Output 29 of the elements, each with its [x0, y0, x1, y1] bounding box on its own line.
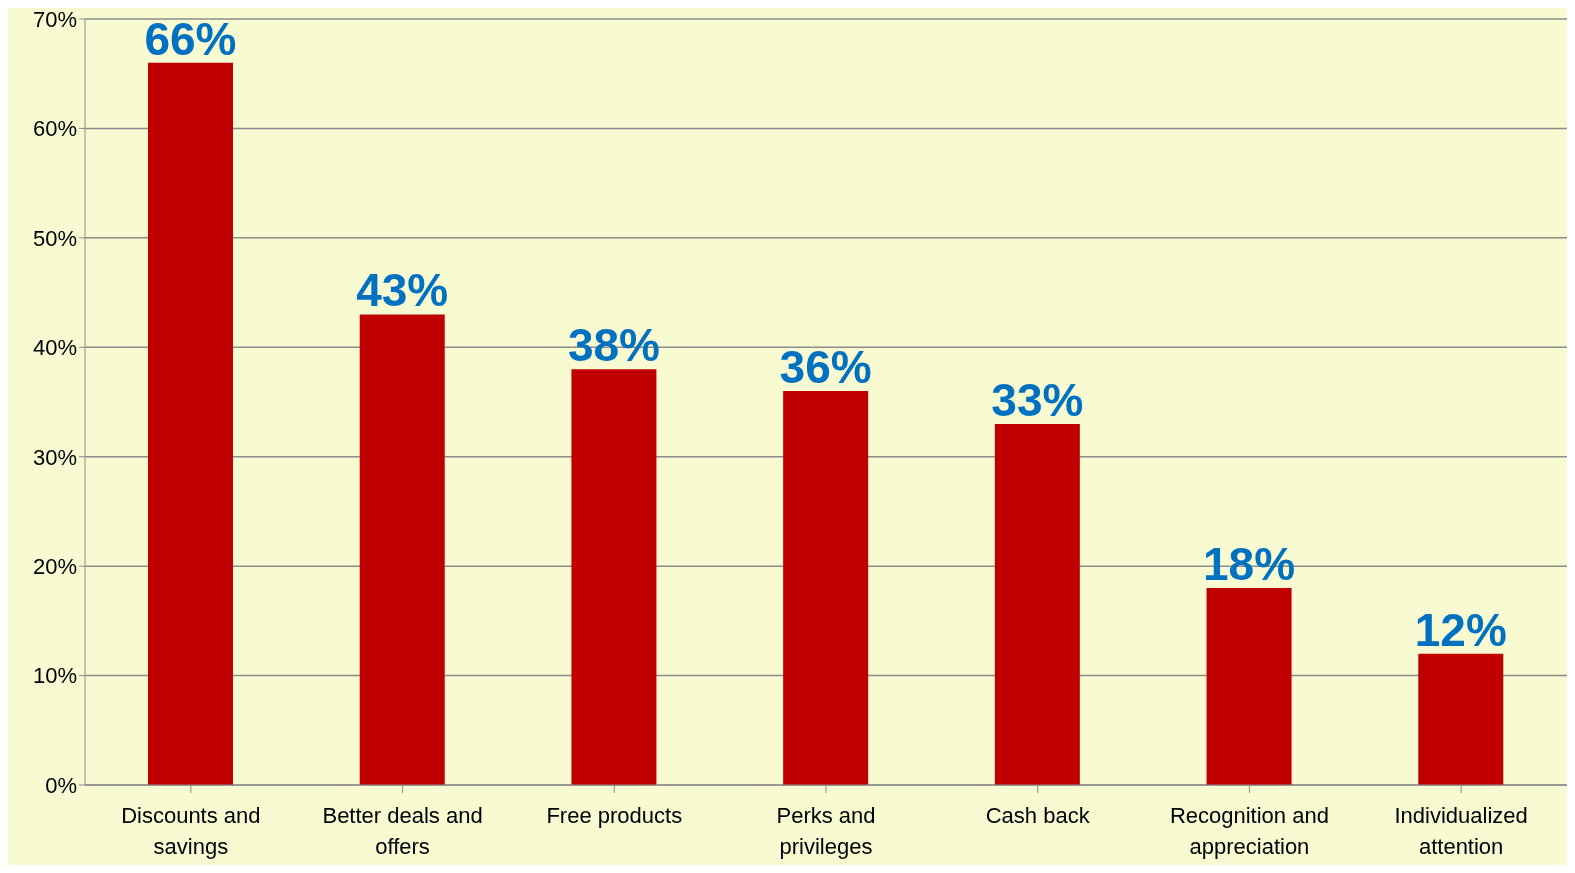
data-label: 66%	[144, 12, 237, 65]
x-tick-label: Individualized attention	[1394, 802, 1528, 859]
data-label: 43%	[356, 264, 449, 317]
bar	[783, 391, 869, 785]
y-tick-label: 30%	[32, 444, 77, 470]
x-tick-label: Perks and privileges	[776, 802, 876, 859]
data-label: 36%	[779, 341, 872, 394]
data-label: 38%	[567, 319, 660, 372]
y-tick-label: 50%	[32, 225, 77, 251]
bar	[1206, 588, 1292, 785]
bar	[148, 62, 233, 785]
bar	[571, 369, 657, 785]
y-tick-label: 0%	[45, 772, 77, 798]
y-tick-label: 10%	[32, 663, 77, 689]
bar	[994, 423, 1080, 785]
bar	[1418, 653, 1504, 785]
x-tick-label: Free products	[546, 802, 683, 828]
bar	[359, 314, 445, 785]
x-tick-label: Better deals and offers	[322, 802, 483, 859]
y-tick-label: 60%	[32, 116, 77, 142]
y-tick-label: 70%	[32, 6, 77, 32]
y-tick-label: 20%	[32, 553, 77, 579]
data-label: 12%	[1414, 603, 1507, 656]
y-tick-label: 40%	[32, 335, 77, 361]
data-label: 33%	[991, 373, 1084, 426]
x-tick-label: Recognition and appreciation	[1169, 802, 1329, 859]
data-label: 18%	[1203, 538, 1296, 591]
x-tick-label: Cash back	[985, 802, 1091, 828]
x-tick-label: Discounts and savings	[121, 802, 261, 859]
